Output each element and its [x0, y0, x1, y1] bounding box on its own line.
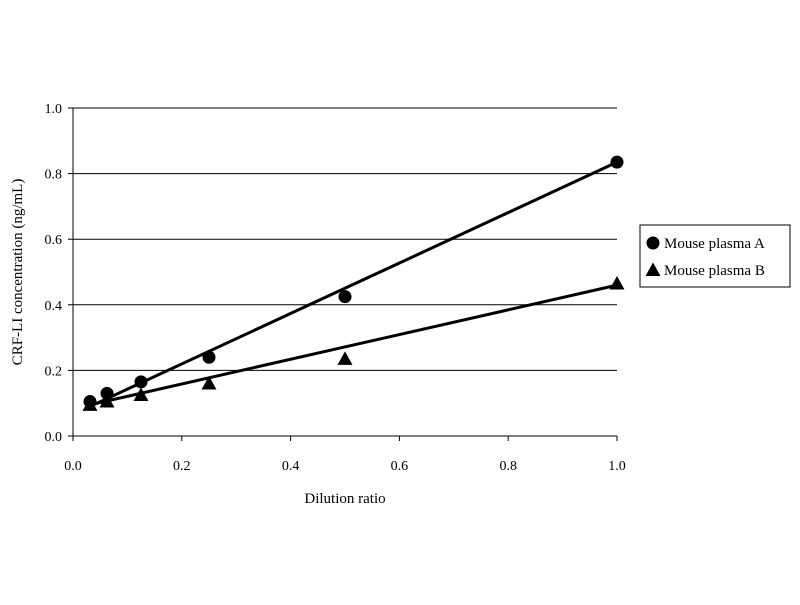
legend-marker-series-1 — [646, 236, 660, 250]
data-points — [82, 155, 625, 411]
data-point-series-1 — [610, 155, 624, 169]
x-tick-label: 0.4 — [282, 459, 300, 474]
data-point-series-2 — [99, 394, 115, 408]
y-tick-label: 0.4 — [45, 299, 63, 314]
grid-lines — [73, 107, 617, 371]
tick-labels: 0.0 0.2 0.4 0.6 0.8 1.0 0.0 0.2 0.4 0.6 0.8 1.0 — [45, 102, 626, 474]
legend-label-series-1: Mouse plasma A — [664, 236, 765, 252]
trendline-series-2 — [89, 283, 618, 407]
data-point-series-2 — [133, 387, 149, 401]
data-point-series-1 — [202, 350, 216, 364]
data-point-series-2 — [337, 351, 353, 365]
legend: Mouse plasma A Mouse plasma B — [639, 224, 791, 288]
x-tick-label: 0.2 — [173, 459, 191, 474]
y-axis-title: CRF-LI concentration (ng/mL) — [10, 179, 26, 366]
x-tick-label: 0.8 — [499, 459, 517, 474]
data-point-series-2 — [609, 275, 625, 290]
y-tick-label: 0.8 — [45, 168, 63, 183]
legend-box — [639, 224, 791, 288]
x-axis-title: Dilution ratio — [304, 491, 385, 507]
legend-label-series-2: Mouse plasma B — [664, 263, 765, 279]
trendlines — [89, 160, 618, 408]
legend-marker-series-2 — [645, 262, 661, 276]
y-tick-label: 0.0 — [45, 430, 63, 445]
axes — [68, 107, 618, 441]
y-tick-label: 1.0 — [45, 102, 63, 117]
y-tick-label: 0.6 — [45, 233, 63, 248]
data-point-series-1 — [100, 386, 114, 400]
data-point-series-2 — [82, 397, 98, 411]
x-tick-label: 0.6 — [391, 459, 409, 474]
data-point-series-1 — [338, 290, 352, 304]
trendline-series-1 — [89, 160, 618, 408]
x-tick-label: 0.0 — [64, 459, 82, 474]
data-point-series-1 — [134, 375, 148, 389]
y-tick-label: 0.2 — [45, 364, 63, 379]
data-point-series-2 — [201, 376, 217, 390]
x-tick-label: 1.0 — [608, 459, 626, 474]
